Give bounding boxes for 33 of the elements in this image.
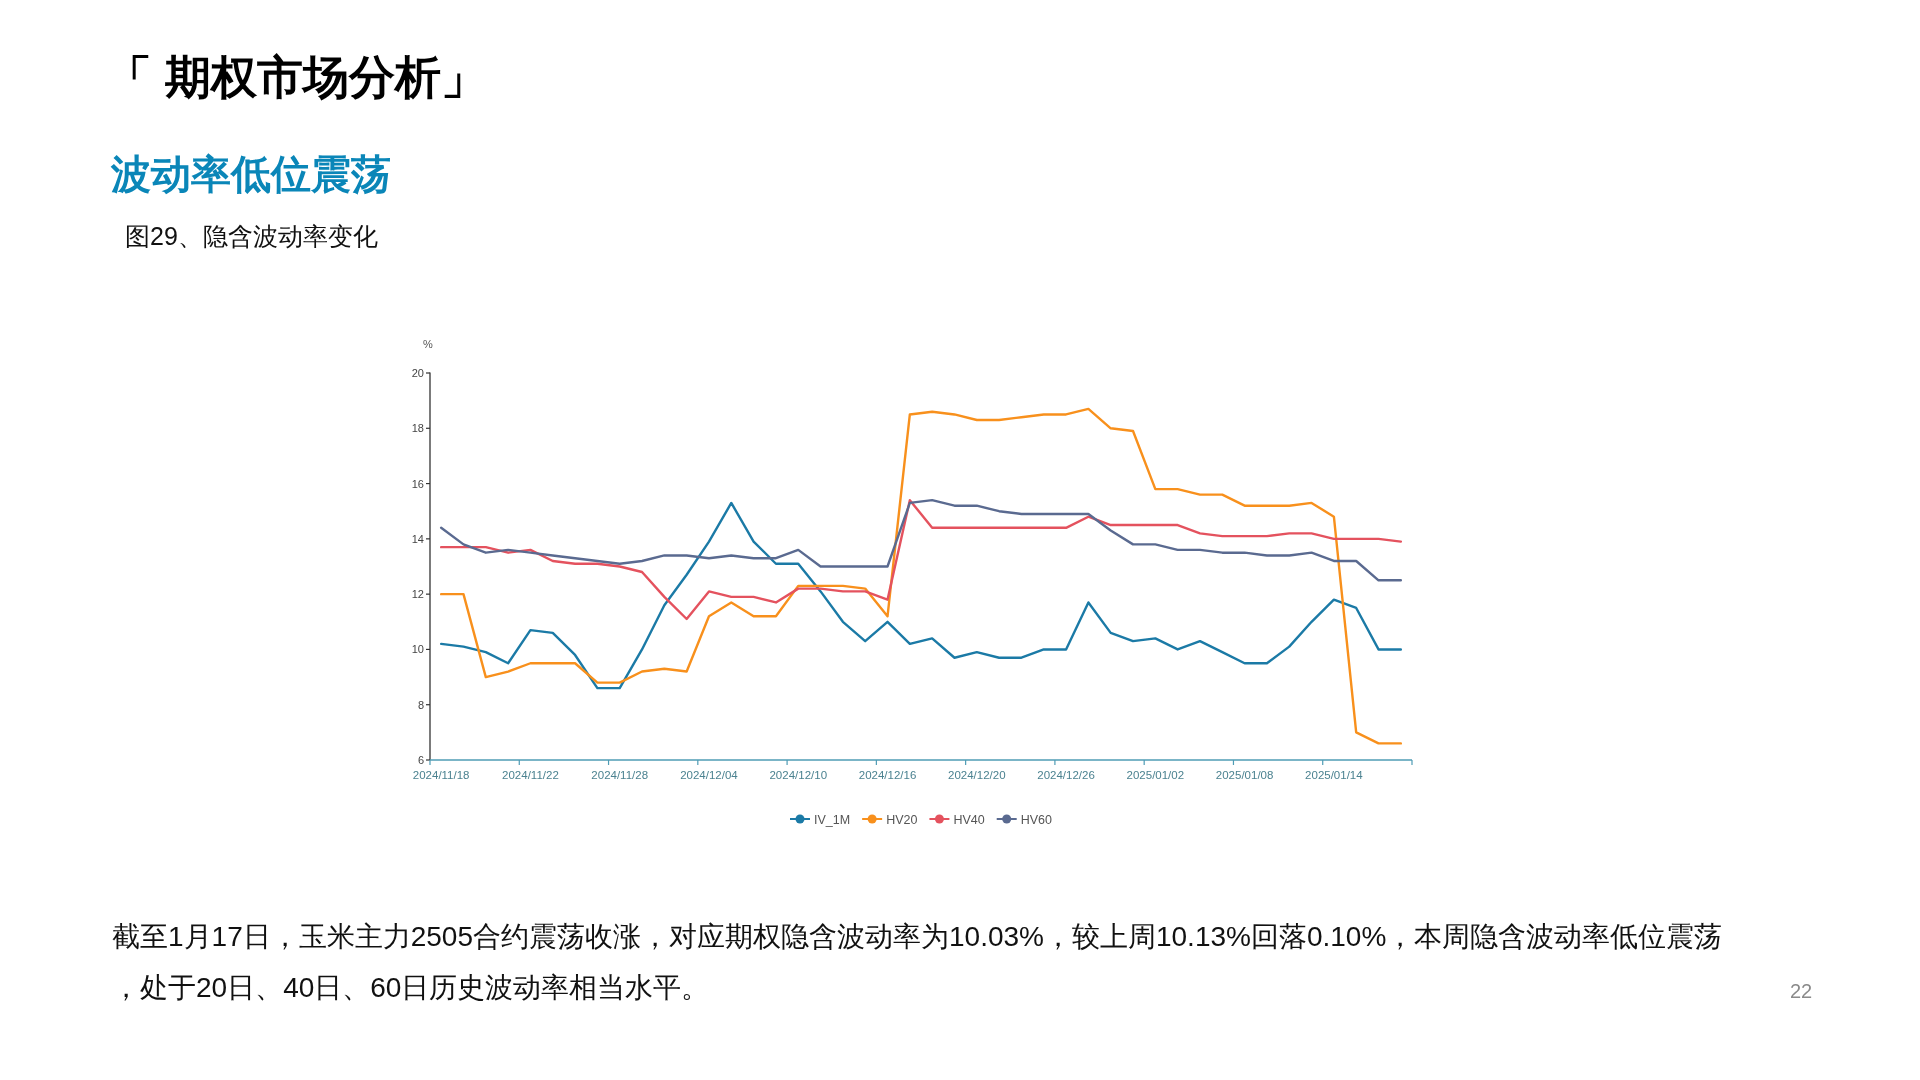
x-tick-label: 2025/01/02 — [1126, 769, 1185, 781]
x-tick-label: 2024/11/18 — [412, 769, 470, 781]
subtitle: 波动率低位震荡 — [111, 151, 391, 198]
legend-label: IV_1M — [814, 812, 851, 827]
x-tick-label: 2024/11/28 — [591, 769, 649, 781]
y-tick-label: 14 — [411, 532, 424, 545]
annotation: 截至1月17日，玉米主力2505合约震荡收涨，对应期权隐含波动率为10.03%，较上周10.13%回落0.10%，本周隐含波动率低位震荡，处于20日、40日、60日历史波动率相当水平。 — [112, 920, 1724, 1005]
x-tick-label: 2024/12/20 — [948, 769, 1006, 781]
legend-item: HV60 — [995, 812, 1052, 827]
y-tick-label: 18 — [411, 422, 424, 435]
y-tick-label: 16 — [411, 477, 424, 490]
legend-label: HV60 — [1020, 812, 1053, 827]
x-tick-label: 2024/12/26 — [1037, 769, 1095, 781]
x-tick-label: 2024/12/10 — [769, 769, 828, 781]
x-tick-label: 2024/12/16 — [858, 769, 917, 781]
x-tick-label: 2025/01/08 — [1215, 769, 1274, 781]
y-tick-label: 6 — [417, 754, 424, 766]
x-tick-label: 2024/12/04 — [680, 769, 739, 781]
legend-item: HV40 — [928, 812, 985, 827]
annotation: 图29、隐含波动率变化 — [125, 221, 378, 252]
legend-label: HV20 — [886, 812, 918, 827]
y-tick-label: 12 — [411, 588, 424, 601]
annotation: 22 — [1790, 980, 1813, 1003]
y-axis-title: % — [423, 338, 434, 350]
y-tick-label: 20 — [411, 367, 424, 379]
y-tick-label: 8 — [417, 698, 424, 711]
legend-label: HV40 — [953, 812, 985, 827]
y-tick-label: 10 — [411, 643, 424, 656]
legend-item: HV20 — [861, 812, 918, 827]
legend-item: IV_1M — [789, 812, 851, 827]
title: 「 期权市场分析」 — [106, 50, 487, 105]
x-tick-label: 2025/01/14 — [1305, 769, 1364, 781]
x-tick-label: 2024/11/22 — [502, 769, 559, 781]
